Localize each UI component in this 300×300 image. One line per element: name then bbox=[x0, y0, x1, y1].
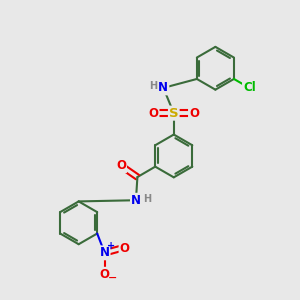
Text: −: − bbox=[107, 273, 117, 283]
Text: H: H bbox=[149, 81, 157, 92]
Text: N: N bbox=[100, 246, 110, 259]
Text: O: O bbox=[119, 242, 130, 255]
Text: S: S bbox=[169, 106, 178, 120]
Text: N: N bbox=[131, 194, 141, 207]
Text: H: H bbox=[143, 194, 151, 204]
Text: O: O bbox=[148, 106, 159, 120]
Text: O: O bbox=[100, 268, 110, 281]
Text: +: + bbox=[106, 241, 115, 251]
Text: Cl: Cl bbox=[243, 81, 256, 94]
Text: N: N bbox=[158, 81, 168, 94]
Text: O: O bbox=[189, 106, 199, 120]
Text: O: O bbox=[116, 159, 126, 172]
